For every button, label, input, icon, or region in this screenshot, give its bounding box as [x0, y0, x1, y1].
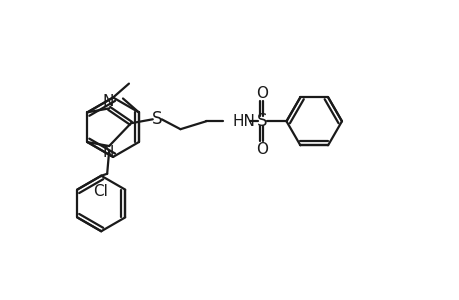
Text: N: N: [102, 146, 113, 160]
Text: O: O: [255, 86, 267, 101]
Text: N: N: [102, 94, 113, 109]
Text: S: S: [256, 112, 266, 130]
Text: Cl: Cl: [93, 184, 108, 199]
Text: HN: HN: [233, 114, 255, 129]
Text: S: S: [151, 110, 162, 128]
Text: O: O: [255, 142, 267, 157]
